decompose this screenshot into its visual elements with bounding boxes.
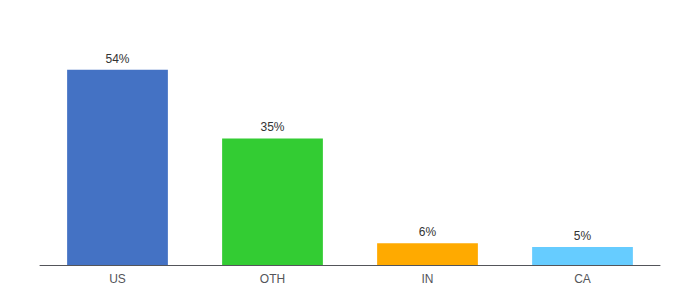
- svg-text:CA: CA: [574, 272, 591, 286]
- svg-text:5%: 5%: [574, 229, 592, 243]
- svg-text:54%: 54%: [105, 52, 129, 66]
- svg-text:OTH: OTH: [260, 272, 285, 286]
- svg-text:US: US: [109, 272, 126, 286]
- svg-text:35%: 35%: [260, 120, 284, 134]
- svg-text:IN: IN: [422, 272, 434, 286]
- svg-text:6%: 6%: [419, 225, 437, 239]
